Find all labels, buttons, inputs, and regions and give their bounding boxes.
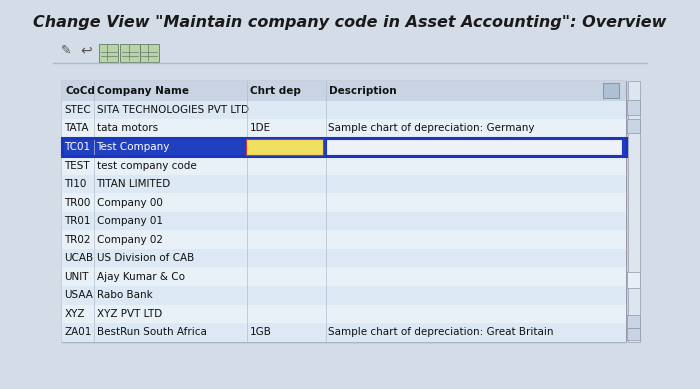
FancyBboxPatch shape: [62, 230, 626, 249]
FancyBboxPatch shape: [627, 272, 640, 288]
Text: Company 00: Company 00: [97, 198, 162, 208]
Text: US Division of CAB: US Division of CAB: [97, 253, 194, 263]
FancyBboxPatch shape: [603, 83, 620, 98]
Text: TEST: TEST: [64, 161, 90, 170]
Text: Ajay Kumar & Co: Ajay Kumar & Co: [97, 272, 185, 282]
Text: TI10: TI10: [64, 179, 87, 189]
Text: CoCd: CoCd: [65, 86, 95, 96]
Text: XYZ PVT LTD: XYZ PVT LTD: [97, 309, 162, 319]
FancyBboxPatch shape: [62, 138, 626, 156]
FancyBboxPatch shape: [62, 81, 626, 101]
FancyBboxPatch shape: [627, 100, 640, 115]
Text: ▼: ▼: [631, 122, 637, 131]
Text: 1GB: 1GB: [249, 328, 271, 337]
FancyBboxPatch shape: [62, 286, 626, 305]
FancyBboxPatch shape: [62, 305, 626, 323]
Text: Rabo Bank: Rabo Bank: [97, 290, 153, 300]
Text: 1DE: 1DE: [249, 123, 270, 133]
Text: □st Chart of Depreciation: □st Chart of Depreciation: [330, 142, 456, 152]
FancyBboxPatch shape: [62, 101, 626, 119]
Text: SITA TECHNOLOGIES PVT LTD: SITA TECHNOLOGIES PVT LTD: [97, 105, 248, 115]
Text: Description: Description: [329, 86, 396, 96]
FancyBboxPatch shape: [62, 193, 626, 212]
Text: ✎: ✎: [61, 44, 71, 57]
Text: TR02: TR02: [64, 235, 91, 245]
Text: ▲: ▲: [631, 317, 637, 326]
Text: BestRun South Africa: BestRun South Africa: [97, 328, 206, 337]
Text: tata motors: tata motors: [97, 123, 158, 133]
FancyBboxPatch shape: [627, 315, 640, 328]
FancyBboxPatch shape: [62, 175, 626, 193]
FancyBboxPatch shape: [62, 323, 626, 342]
FancyBboxPatch shape: [62, 249, 626, 268]
Text: XYZ: XYZ: [64, 309, 85, 319]
FancyBboxPatch shape: [139, 44, 159, 61]
Text: TR00: TR00: [64, 198, 91, 208]
Text: Test Company: Test Company: [97, 142, 170, 152]
Text: Chrt dep: Chrt dep: [250, 86, 301, 96]
Text: UCAB: UCAB: [64, 253, 94, 263]
Text: TITAN LIMITED: TITAN LIMITED: [97, 179, 171, 189]
FancyBboxPatch shape: [627, 328, 640, 340]
Text: Sample chart of depreciation: Great Britain: Sample chart of depreciation: Great Brit…: [328, 328, 554, 337]
Text: Change View "Maintain company code in Asset Accounting": Overview: Change View "Maintain company code in As…: [34, 15, 666, 30]
Text: ZA01: ZA01: [64, 328, 92, 337]
FancyBboxPatch shape: [120, 44, 139, 61]
Text: Company Name: Company Name: [97, 86, 189, 96]
Text: UNIT: UNIT: [64, 272, 89, 282]
FancyBboxPatch shape: [326, 139, 622, 155]
FancyBboxPatch shape: [62, 81, 626, 342]
Text: TATA: TATA: [64, 123, 89, 133]
FancyBboxPatch shape: [99, 44, 118, 61]
FancyBboxPatch shape: [62, 212, 626, 230]
Text: TCOD: TCOD: [250, 142, 279, 152]
FancyBboxPatch shape: [628, 81, 640, 342]
FancyBboxPatch shape: [62, 119, 626, 138]
Text: test company code: test company code: [97, 161, 196, 170]
Text: STEC: STEC: [64, 105, 91, 115]
Text: USAA: USAA: [64, 290, 93, 300]
Text: Sample chart of depreciation: Germany: Sample chart of depreciation: Germany: [328, 123, 535, 133]
FancyBboxPatch shape: [62, 156, 626, 175]
Text: TC01: TC01: [64, 142, 90, 152]
Text: ↩: ↩: [80, 44, 92, 58]
Text: ▲: ▲: [631, 103, 637, 112]
FancyBboxPatch shape: [627, 119, 640, 133]
Text: Company 02: Company 02: [97, 235, 162, 245]
Text: ▼: ▼: [631, 329, 637, 338]
Text: TR01: TR01: [64, 216, 91, 226]
FancyBboxPatch shape: [62, 268, 626, 286]
Text: Company 01: Company 01: [97, 216, 162, 226]
FancyBboxPatch shape: [246, 139, 323, 155]
